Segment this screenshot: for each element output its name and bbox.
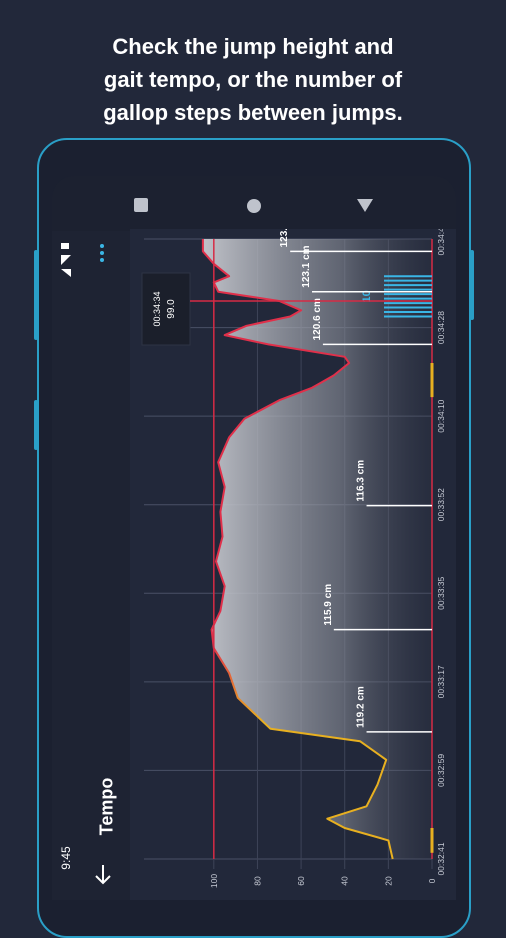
app-bar: Tempo [82, 231, 130, 900]
caption-line-1: Check the jump height and [112, 34, 394, 59]
time-tick-label: 00:33:35 [436, 576, 446, 609]
signal-battery-icon [61, 243, 71, 277]
status-time: 9:45 [59, 846, 73, 870]
value-tick-label: 20 [383, 876, 393, 886]
jump-height-label: 120.6 cm [312, 298, 323, 340]
promo-caption: Check the jump height and gait tempo, or… [0, 30, 506, 129]
value-tick-label: 0 [427, 878, 437, 883]
system-nav-bar [52, 176, 456, 231]
cursor-time-label: 00:34:34 [152, 291, 162, 326]
phone-side-button [34, 250, 38, 340]
gallop-step-count: 10 [361, 290, 373, 302]
value-tick-label: 80 [252, 876, 262, 886]
app-title: Tempo [96, 777, 117, 836]
caption-line-3: gallop steps between jumps. [103, 100, 403, 125]
time-tick-label: 00:33:52 [436, 488, 446, 521]
value-tick-label: 100 [209, 874, 219, 888]
tempo-chart[interactable]: 00:32:41 00:32:59 00:33:17 00:33:35 00:33:52… [130, 229, 456, 900]
time-tick-label: 00:32:41 [436, 842, 446, 875]
time-tick-label: 00:34:10 [436, 399, 446, 432]
cursor-value-label: 99.0 [166, 299, 177, 319]
phone-volume-button [34, 400, 38, 450]
time-tick-label: 00:34:46 [436, 229, 446, 256]
value-tick-label: 60 [296, 876, 306, 886]
jump-height-label: 119.2 cm [356, 686, 367, 728]
time-tick-label: 00:34:28 [436, 311, 446, 344]
tempo-line [201, 239, 394, 860]
time-tick-label: 00:32:59 [436, 754, 446, 787]
jump-height-label: 123.7 cm [279, 229, 290, 247]
time-tick-label: 00:33:17 [436, 665, 446, 698]
home-circle-icon[interactable] [247, 199, 261, 213]
jump-height-label: 115.9 cm [323, 584, 334, 626]
tempo-area [202, 239, 432, 859]
arrow-left-icon[interactable] [92, 863, 114, 885]
tempo-chart-svg[interactable]: 00:32:41 00:32:59 00:33:17 00:33:35 00:33:52… [130, 229, 456, 900]
phone-power-button [470, 250, 474, 320]
jump-height-label: 123.1 cm [301, 245, 312, 287]
more-vertical-icon[interactable] [97, 243, 107, 263]
recents-square-icon[interactable] [134, 198, 148, 212]
caption-line-2: gait tempo, or the number of [103, 67, 403, 92]
value-tick-label: 40 [340, 876, 350, 886]
back-triangle-icon[interactable] [357, 199, 373, 212]
cursor-tooltip-box [141, 272, 191, 346]
status-bar: 9:45 [52, 231, 82, 900]
jump-height-label: 116.3 cm [356, 460, 367, 502]
